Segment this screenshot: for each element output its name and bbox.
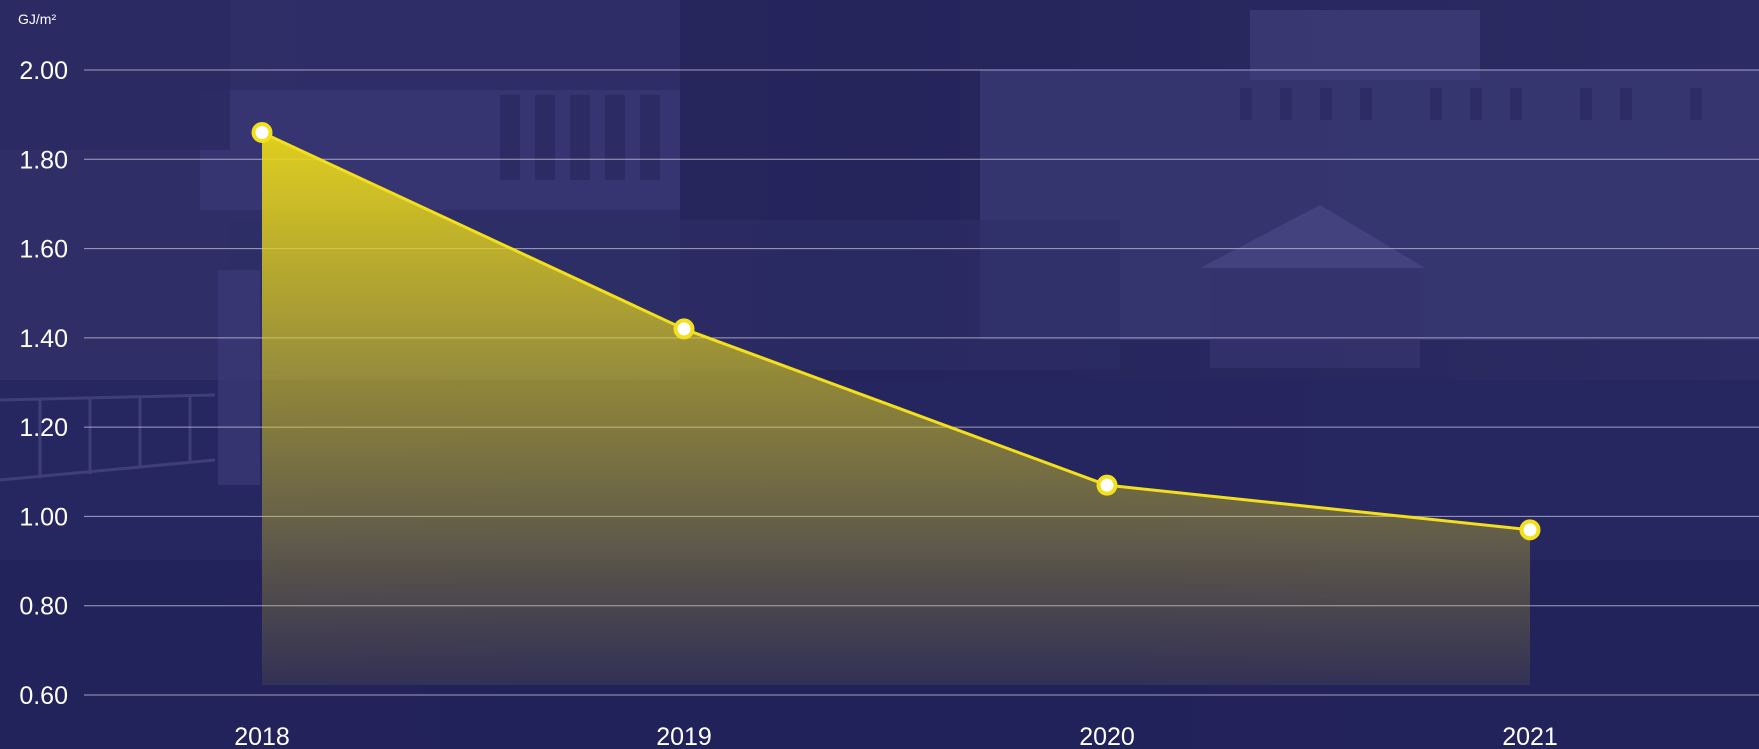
y-tick-label: 1.80: [19, 146, 68, 174]
data-point: [1096, 474, 1118, 496]
y-tick-label: 1.40: [19, 325, 68, 353]
data-point: [251, 122, 273, 143]
y-tick-label: 1.00: [19, 503, 68, 531]
x-tick-label: 2021: [1502, 723, 1558, 749]
y-tick-label: 1.20: [19, 414, 68, 442]
x-tick-label: 2019: [656, 723, 712, 749]
y-tick-label: 1.60: [19, 236, 68, 264]
y-tick-label: 2.00: [19, 57, 68, 85]
series-line-path: [261, 131, 1531, 532]
series-line: [261, 131, 1531, 532]
y-tick-label: 0.60: [19, 682, 68, 710]
x-tick-label: 2020: [1079, 723, 1135, 749]
y-axis-ticks: 0.60 0.80 1.00 1.20 1.40 1.60 1.80 2.00: [19, 57, 68, 710]
y-tick-label: 0.80: [19, 593, 68, 621]
x-tick-label: 2018: [234, 723, 290, 749]
data-point: [1519, 519, 1541, 541]
data-point: [673, 318, 695, 340]
x-axis-ticks: 2018 2019 2020 2021: [234, 723, 1558, 749]
series-points: [251, 122, 1541, 541]
y-unit-label: GJ/m²: [18, 11, 56, 27]
